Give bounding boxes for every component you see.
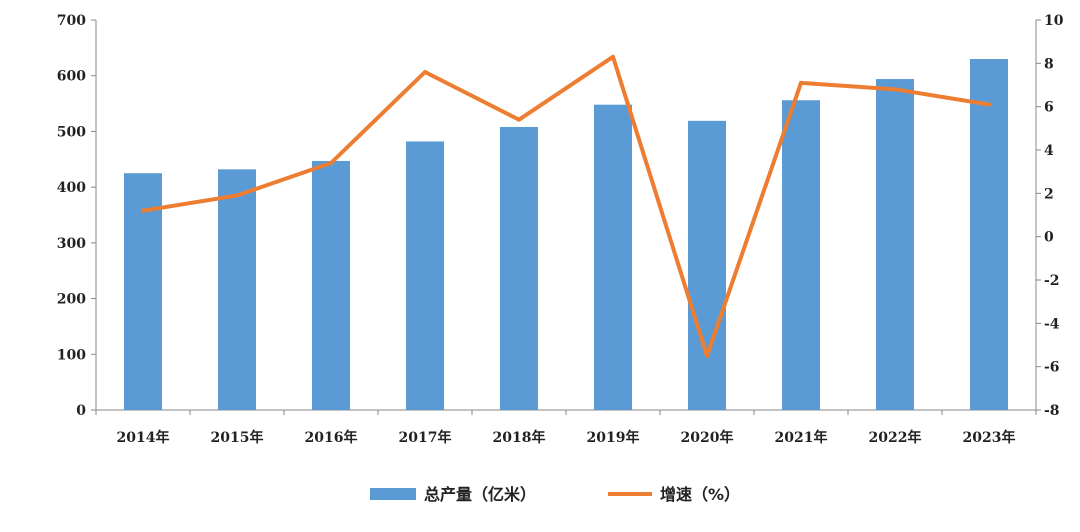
bar (218, 169, 256, 410)
bar (970, 59, 1008, 410)
right-tick-label: 8 (1044, 56, 1054, 72)
line-point (141, 208, 145, 213)
tick-labels: 0 100 200 300 400 500 600 700 -8 -6 -4 -2 0 2 4 6 8 10 201… (57, 13, 1064, 446)
line-point (235, 193, 239, 198)
x-tick-label: 2014年 (117, 429, 170, 446)
bar (594, 104, 632, 410)
line-point (611, 54, 615, 59)
line-point (987, 102, 991, 107)
legend-label-bar: 总产量（亿米） (424, 485, 536, 504)
right-tick-label: -6 (1044, 360, 1060, 376)
x-tick-label: 2022年 (869, 429, 922, 446)
growth-line (141, 54, 991, 358)
x-tick-label: 2021年 (775, 429, 828, 446)
line-point (799, 80, 803, 85)
bar (406, 141, 444, 410)
x-tick-label: 2023年 (963, 429, 1016, 446)
bar (124, 173, 162, 410)
legend: 总产量（亿米） 增速（%） (370, 485, 740, 504)
line-point (893, 87, 897, 92)
line-point (517, 117, 521, 122)
bar (312, 160, 350, 410)
right-tick-label: -4 (1044, 316, 1060, 332)
left-tick-label: 0 (76, 403, 86, 419)
x-tick-label: 2015年 (211, 429, 264, 446)
bar-series (124, 59, 1008, 411)
x-tick-label: 2020年 (681, 429, 734, 446)
line-series (141, 54, 991, 358)
left-tick-label: 100 (57, 347, 86, 363)
right-tick-label: 4 (1044, 143, 1054, 159)
left-tick-label: 300 (57, 236, 86, 252)
legend-swatch-bar (370, 488, 416, 500)
legend-label-line: 增速（%） (660, 485, 740, 504)
right-tick-label: 2 (1044, 186, 1054, 202)
left-tick-label: 500 (57, 124, 86, 140)
right-tick-label: -8 (1044, 403, 1060, 419)
right-tick-label: 0 (1044, 230, 1054, 246)
left-tick-label: 700 (57, 13, 86, 29)
left-tick-label: 400 (57, 180, 86, 196)
right-tick-label: 6 (1044, 100, 1054, 116)
bar (688, 120, 726, 410)
x-tick-label: 2016年 (305, 429, 358, 446)
bar (500, 126, 538, 410)
bar (876, 79, 914, 411)
bar (782, 100, 820, 410)
line-point (423, 70, 427, 74)
x-tick-label: 2017年 (399, 429, 452, 446)
right-tick-label: 10 (1044, 13, 1064, 29)
line-point (329, 161, 333, 165)
x-tick-label: 2018年 (493, 429, 546, 446)
line-point (705, 353, 709, 358)
right-tick-label: -2 (1044, 273, 1060, 289)
x-tick-label: 2019年 (587, 429, 640, 446)
left-tick-label: 200 (57, 292, 86, 308)
left-tick-label: 600 (57, 69, 86, 85)
